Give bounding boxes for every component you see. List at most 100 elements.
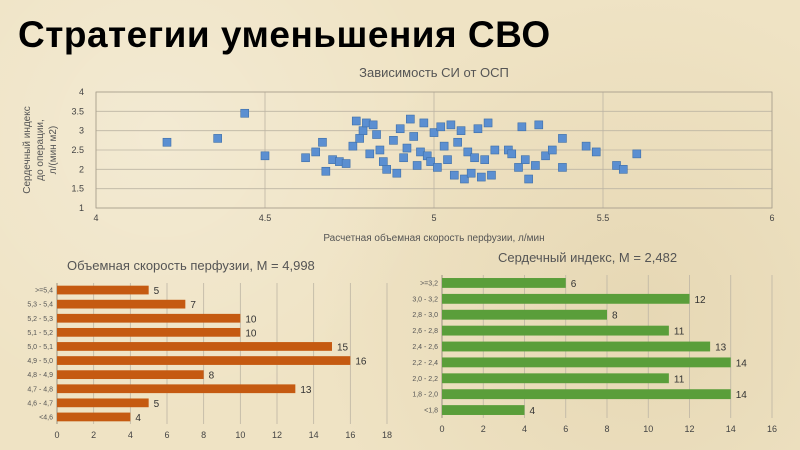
perfusion-chart-category-label: 4,7 - 4,8	[27, 386, 53, 393]
scatter-point	[365, 149, 375, 159]
scatter-point	[321, 166, 331, 176]
scatter-point	[460, 174, 469, 184]
scatter-point	[480, 155, 490, 164]
cardiac-index-chart-xtick-label: 0	[439, 424, 444, 434]
cardiac-index-chart-xtick-label: 8	[604, 424, 609, 434]
perfusion-chart-category-label: 4,9 - 5,0	[27, 358, 53, 365]
cardiac-index-chart-bar	[442, 357, 731, 368]
scatter-xtick-label: 5.5	[597, 213, 610, 223]
scatter-point	[456, 126, 466, 135]
scatter-point	[358, 126, 368, 135]
perfusion-chart-xtick-label: 14	[309, 430, 319, 440]
scatter-point	[436, 122, 446, 132]
scatter-point	[558, 134, 567, 143]
perfusion-chart-category-label: 5,2 - 5,3	[27, 316, 53, 323]
perfusion-chart-data-label: 16	[355, 357, 367, 368]
scatter-point	[395, 124, 405, 134]
scatter-point	[341, 159, 351, 168]
scatter-point	[520, 155, 530, 164]
perfusion-chart-category-label: 5,3 - 5,4	[27, 302, 53, 309]
scatter-point	[443, 155, 452, 164]
scatter-point	[389, 136, 398, 145]
cardiac-index-chart-xtick-label: 14	[726, 424, 736, 434]
cardiac-index-chart-xtick-label: 16	[767, 424, 777, 434]
perfusion-chart-bar	[57, 285, 149, 295]
cardiac-index-chart-bar	[442, 278, 566, 288]
perfusion-chart-data-label: 13	[300, 385, 312, 396]
cardiac-index-chart-category-label: >=3,2	[420, 280, 438, 287]
perfusion-chart-category-label: <4,6	[39, 414, 53, 421]
scatter-xtick-label: 4	[93, 213, 98, 223]
cardiac-index-chart-category-label: 1,8 - 2,0	[412, 392, 438, 399]
perfusion-chart-data-label: 15	[337, 342, 349, 353]
cardiac-index-chart-data-label: 6	[571, 279, 577, 290]
scatter-y-axis-label: Сердечный индекс до операции, л/(мин м2)	[22, 106, 59, 193]
scatter-y-axis-label-line: л/(мин м2)	[48, 126, 59, 174]
scatter-point	[514, 163, 523, 172]
perfusion-chart-bar	[57, 313, 241, 323]
scatter-point	[399, 153, 408, 163]
perfusion-chart-xtick-label: 4	[128, 430, 133, 440]
scatter-point	[392, 168, 402, 178]
perfusion-chart-category-label: 4,8 - 4,9	[27, 372, 53, 379]
cardiac-index-chart-bar	[442, 389, 731, 400]
scatter-point	[581, 141, 591, 151]
scatter-point	[558, 163, 567, 172]
scatter-point	[412, 161, 422, 170]
cardiac-index-chart-data-label: 14	[736, 390, 748, 401]
scatter-point	[477, 172, 486, 182]
scatter-point	[372, 130, 381, 139]
scatter-point	[531, 161, 540, 170]
scatter-point	[406, 114, 415, 124]
scatter-xtick-label: 5	[431, 213, 436, 223]
scatter-point	[534, 120, 544, 130]
scatter-point	[470, 153, 479, 163]
scatter-point	[507, 149, 517, 159]
cardiac-index-chart-data-label: 14	[736, 358, 748, 369]
scatter-ytick-label: 4	[79, 87, 84, 97]
cardiac-index-chart-title: Сердечный индекс, М = 2,482	[498, 250, 677, 265]
scatter-point	[446, 120, 456, 130]
scatter-ytick-label: 2.5	[71, 145, 84, 155]
scatter-point	[409, 132, 419, 141]
perfusion-chart-data-label: 10	[245, 328, 257, 339]
scatter-point	[433, 163, 442, 172]
perfusion-chart-category-label: 5,1 - 5,2	[27, 330, 53, 337]
scatter-point	[311, 147, 321, 157]
cardiac-index-chart-data-label: 4	[530, 406, 536, 417]
scatter-point	[453, 137, 462, 147]
perfusion-chart-data-label: 10	[245, 314, 257, 325]
scatter-point	[213, 134, 222, 143]
scatter-xtick-label: 6	[769, 213, 774, 223]
scatter-point	[591, 147, 601, 157]
cardiac-index-chart-bar	[442, 325, 669, 336]
cardiac-index-chart-category-label: <1,8	[424, 408, 438, 415]
scatter-point	[162, 137, 172, 147]
cardiac-index-chart-category-label: 2,2 - 2,4	[412, 360, 438, 367]
cardiac-index-chart-data-label: 12	[695, 295, 707, 306]
scatter-title: Зависимость СИ от ОСП	[359, 65, 509, 80]
scatter-point	[260, 151, 270, 161]
scatter-ytick-label: 1	[79, 203, 84, 213]
cardiac-index-chart-data-label: 11	[674, 374, 685, 385]
perfusion-chart-category-label: 4,6 - 4,7	[27, 400, 53, 407]
perfusion-chart-title: Объемная скорость перфузии, М = 4,998	[67, 258, 315, 273]
scatter-x-axis-label: Расчетная объемная скорость перфузии, л/…	[323, 232, 544, 244]
scatter-point	[419, 118, 429, 128]
perfusion-chart-bar	[57, 384, 296, 394]
cardiac-index-chart-data-label: 13	[715, 343, 727, 354]
perfusion-chart-bar	[57, 412, 131, 422]
scatter-ytick-label: 1.5	[71, 184, 84, 194]
scatter-y-axis-label-line: до операции,	[35, 119, 46, 181]
cardiac-index-chart-bar	[442, 373, 669, 384]
cardiac-index-chart-data-label: 8	[612, 311, 618, 322]
scatter-ytick-label: 2	[79, 164, 84, 174]
scatter-point	[517, 122, 527, 132]
cardiac-index-chart-xtick-label: 12	[684, 424, 694, 434]
cardiac-index-chart-xtick-label: 10	[643, 424, 653, 434]
scatter-point	[466, 168, 476, 178]
cardiac-index-chart-xtick-label: 2	[481, 424, 486, 434]
perfusion-chart-data-label: 8	[209, 371, 215, 382]
perfusion-chart-xtick-label: 12	[272, 430, 282, 440]
